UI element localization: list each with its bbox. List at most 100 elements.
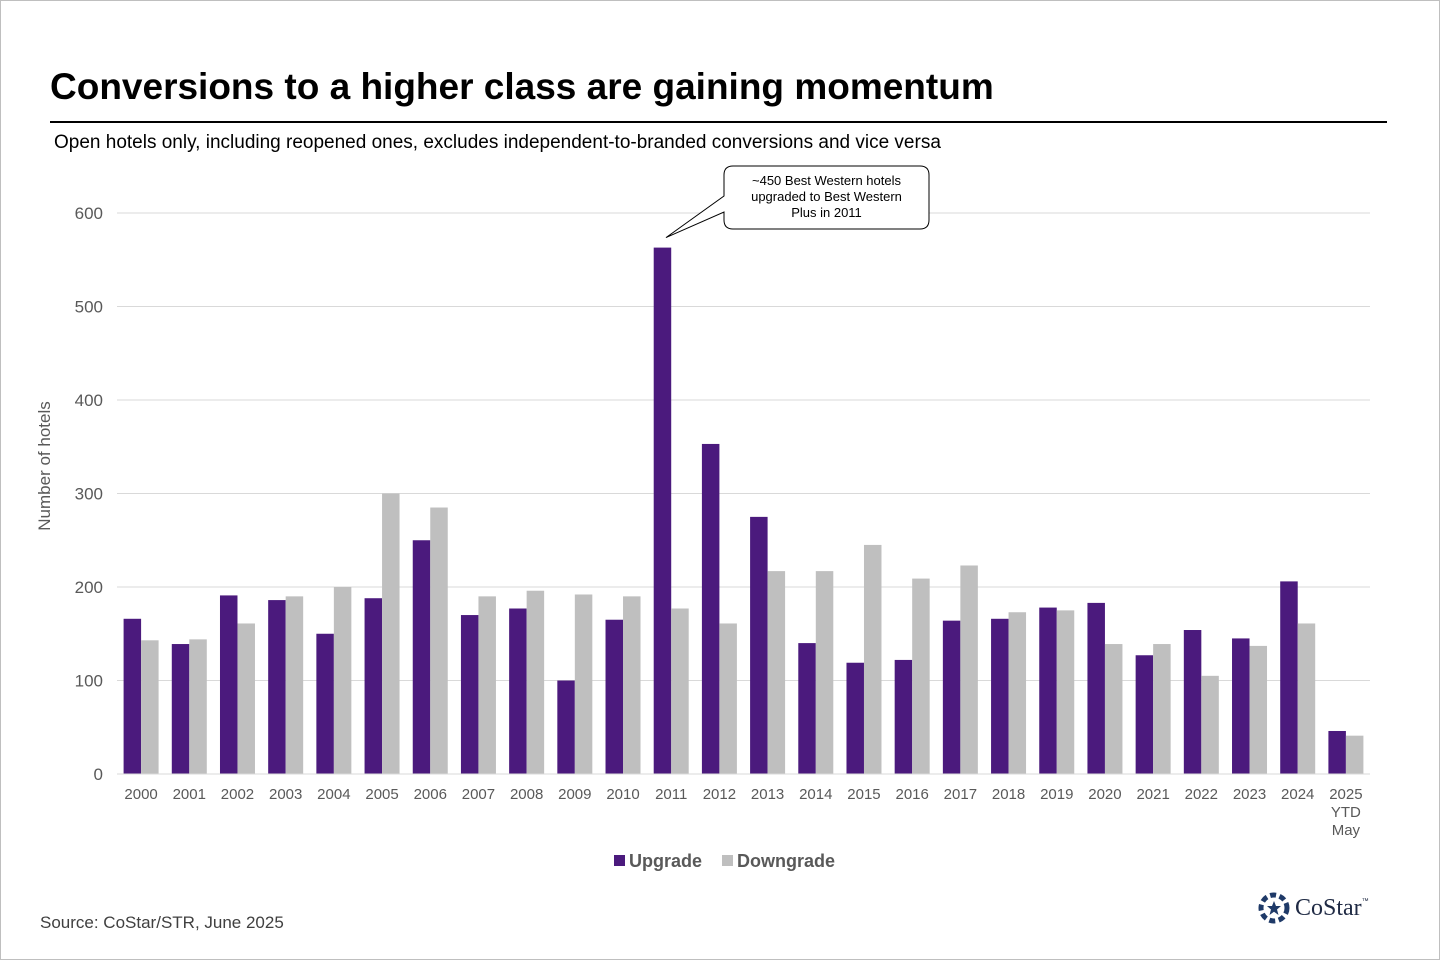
x-tick-label: 2013 (751, 786, 784, 803)
bar-upgrade-2016 (894, 659, 913, 774)
bar-upgrade-2022 (1183, 630, 1202, 774)
legend-swatch-downgrade (722, 855, 733, 866)
x-tick-label: 2009 (558, 786, 591, 803)
bar-upgrade-2023 (1232, 638, 1250, 774)
x-tick-label: 2003 (269, 786, 302, 803)
y-axis-label: Number of hotels (35, 401, 54, 530)
bar-upgrade-2018 (991, 618, 1009, 774)
x-tick-label: 2023 (1233, 786, 1266, 803)
x-tick-label: 2018 (992, 786, 1025, 803)
x-tick-label: 2016 (895, 786, 928, 803)
y-tick-label: 300 (75, 485, 103, 504)
bar-downgrade-2015 (863, 544, 882, 774)
bar-downgrade-2017 (960, 565, 978, 774)
bar-downgrade-2024 (1297, 623, 1316, 774)
x-tick-label: 2000 (124, 786, 157, 803)
bar-upgrade-2013 (750, 516, 768, 774)
bar-downgrade-2002 (237, 623, 255, 774)
x-tick-label: 2025 YTD May (1329, 786, 1362, 839)
bar-downgrade-2016 (912, 578, 930, 774)
bar-upgrade-2004 (316, 633, 334, 774)
bar-upgrade-2025 (1328, 730, 1346, 774)
bar-downgrade-2019 (1056, 610, 1075, 774)
bar-upgrade-2020 (1087, 602, 1105, 774)
logo-trademark: ™ (1361, 897, 1369, 905)
bar-downgrade-2007 (478, 596, 496, 774)
bar-upgrade-2024 (1280, 581, 1298, 774)
x-tick-label: 2020 (1088, 786, 1121, 803)
page-subtitle: Open hotels only, including reopened one… (54, 132, 941, 153)
bar-downgrade-2010 (623, 596, 641, 774)
x-tick-label: 2007 (462, 786, 495, 803)
costar-star-icon (1258, 892, 1290, 924)
bar-downgrade-2003 (285, 596, 304, 774)
logo-wordmark: CoStar (1295, 894, 1362, 921)
x-tick-label: 2004 (317, 786, 350, 803)
y-tick-label: 0 (94, 765, 103, 784)
bar-upgrade-2021 (1135, 655, 1154, 774)
bar-downgrade-2013 (767, 571, 786, 774)
x-tick-label: 2002 (221, 786, 254, 803)
x-tick-label: 2005 (365, 786, 398, 803)
bar-upgrade-2019 (1039, 607, 1057, 774)
bar-downgrade-2020 (1104, 644, 1123, 774)
x-tick-label: 2001 (173, 786, 206, 803)
bar-downgrade-2012 (719, 623, 737, 774)
bar-upgrade-2010 (605, 619, 624, 774)
bar-downgrade-2004 (333, 587, 352, 774)
x-tick-label: 2010 (606, 786, 639, 803)
bar-downgrade-2000 (141, 640, 159, 774)
x-tick-label: 2021 (1136, 786, 1169, 803)
y-tick-label: 600 (75, 204, 103, 223)
x-tick-label: 2008 (510, 786, 543, 803)
bar-downgrade-2022 (1201, 675, 1219, 774)
page-title: Conversions to a higher class are gainin… (50, 66, 994, 107)
bar-downgrade-2021 (1153, 644, 1171, 774)
x-tick-label: 2022 (1185, 786, 1218, 803)
legend-label-upgrade: Upgrade (629, 851, 702, 871)
y-tick-label: 200 (75, 578, 103, 597)
costar-logo: CoStar ™ (1258, 892, 1369, 924)
bar-upgrade-2000 (123, 618, 142, 774)
bar-downgrade-2014 (815, 571, 834, 774)
bar-upgrade-2009 (557, 680, 575, 774)
bar-upgrade-2012 (701, 443, 720, 774)
bar-downgrade-2011 (671, 608, 689, 774)
y-tick-label: 500 (75, 298, 103, 317)
bar-downgrade-2018 (1008, 612, 1027, 774)
bar-upgrade-2011 (653, 247, 672, 775)
x-tick-label: 2006 (414, 786, 447, 803)
y-tick-label: 400 (75, 391, 103, 410)
x-tick-label: 2011 (655, 786, 687, 803)
bar-upgrade-2006 (412, 540, 431, 774)
bar-downgrade-2009 (574, 594, 593, 774)
bar-upgrade-2017 (942, 620, 961, 774)
legend-swatch-upgrade (614, 855, 625, 866)
bar-upgrade-2008 (509, 608, 527, 774)
x-tick-label: 2014 (799, 786, 832, 803)
bar-upgrade-2002 (219, 595, 238, 774)
bar-upgrade-2014 (798, 643, 816, 774)
x-tick-label: 2015 (847, 786, 880, 803)
bar-downgrade-2025 (1345, 735, 1364, 774)
x-tick-label: 2017 (944, 786, 977, 803)
bar-upgrade-2007 (460, 615, 479, 774)
bar-downgrade-2001 (189, 639, 207, 774)
bar-downgrade-2008 (526, 590, 545, 774)
bar-upgrade-2005 (364, 598, 383, 774)
bar-upgrade-2001 (171, 644, 190, 774)
y-tick-label: 100 (75, 672, 103, 691)
title-divider (50, 121, 1387, 123)
x-tick-label: 2024 (1281, 786, 1314, 803)
source-note: Source: CoStar/STR, June 2025 (40, 913, 284, 932)
bar-upgrade-2015 (846, 662, 864, 774)
bar-downgrade-2006 (430, 507, 448, 774)
annotation-text: ~450 Best Western hotels upgraded to Best… (751, 173, 902, 220)
bar-upgrade-2003 (268, 600, 286, 774)
bar-downgrade-2023 (1249, 645, 1268, 774)
annotation-callout (665, 165, 930, 239)
legend-label-downgrade: Downgrade (737, 851, 835, 871)
x-tick-label: 2012 (703, 786, 736, 803)
